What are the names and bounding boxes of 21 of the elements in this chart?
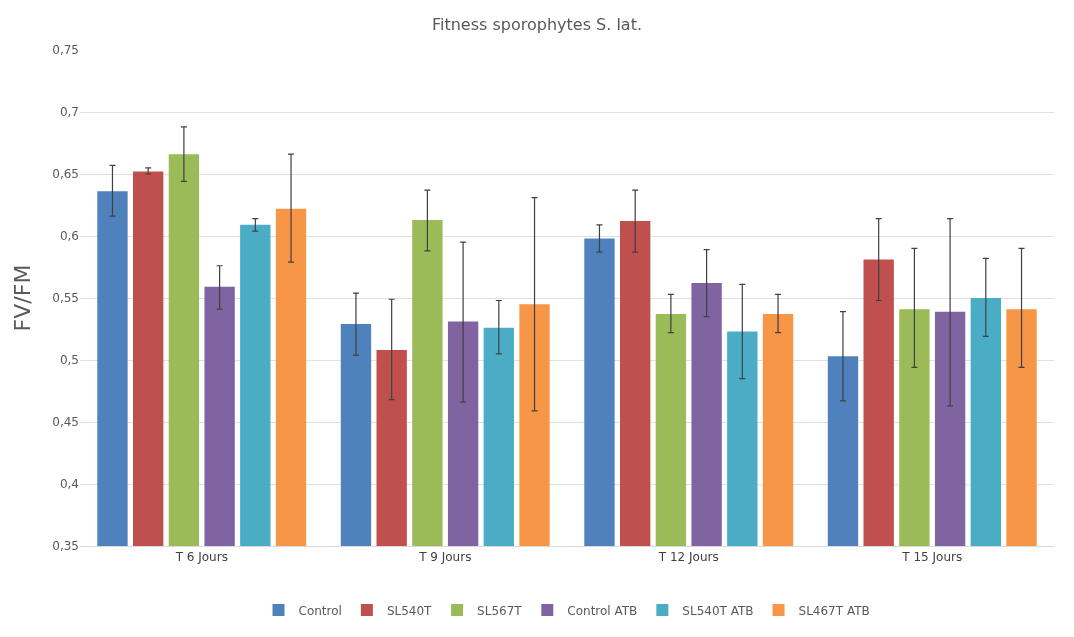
y-tick-label: 0,35 [52, 539, 79, 554]
x-tick-label: T 15 Jours [901, 550, 963, 565]
x-tick-label: T 9 Jours [418, 550, 472, 565]
y-tick-label: 0,4 [59, 477, 79, 492]
y-tick-label: 0,45 [52, 415, 79, 430]
legend-label: SL540T ATB [682, 603, 754, 618]
y-tick-label: 0,7 [59, 105, 79, 120]
legend-label: SL567T [477, 603, 523, 618]
y-tick-label: 0,65 [52, 167, 79, 182]
y-tick-label: 0,5 [59, 353, 79, 368]
legend-label: SL467T ATB [798, 603, 870, 618]
y-axis-title: FV/FM [10, 264, 36, 332]
legend-label: Control [298, 603, 342, 618]
legend-label: Control ATB [567, 603, 638, 618]
y-tick-label: 0,55 [52, 291, 79, 306]
chart-title: Fitness sporophytes S. lat. [431, 15, 643, 35]
legend-label: SL540T [386, 603, 433, 618]
y-tick-label: 0,75 [52, 43, 79, 58]
y-tick-label: 0,6 [59, 229, 79, 244]
x-tick-label: T 12 Jours [657, 550, 719, 565]
x-tick-label: T 6 Jours [174, 550, 228, 565]
